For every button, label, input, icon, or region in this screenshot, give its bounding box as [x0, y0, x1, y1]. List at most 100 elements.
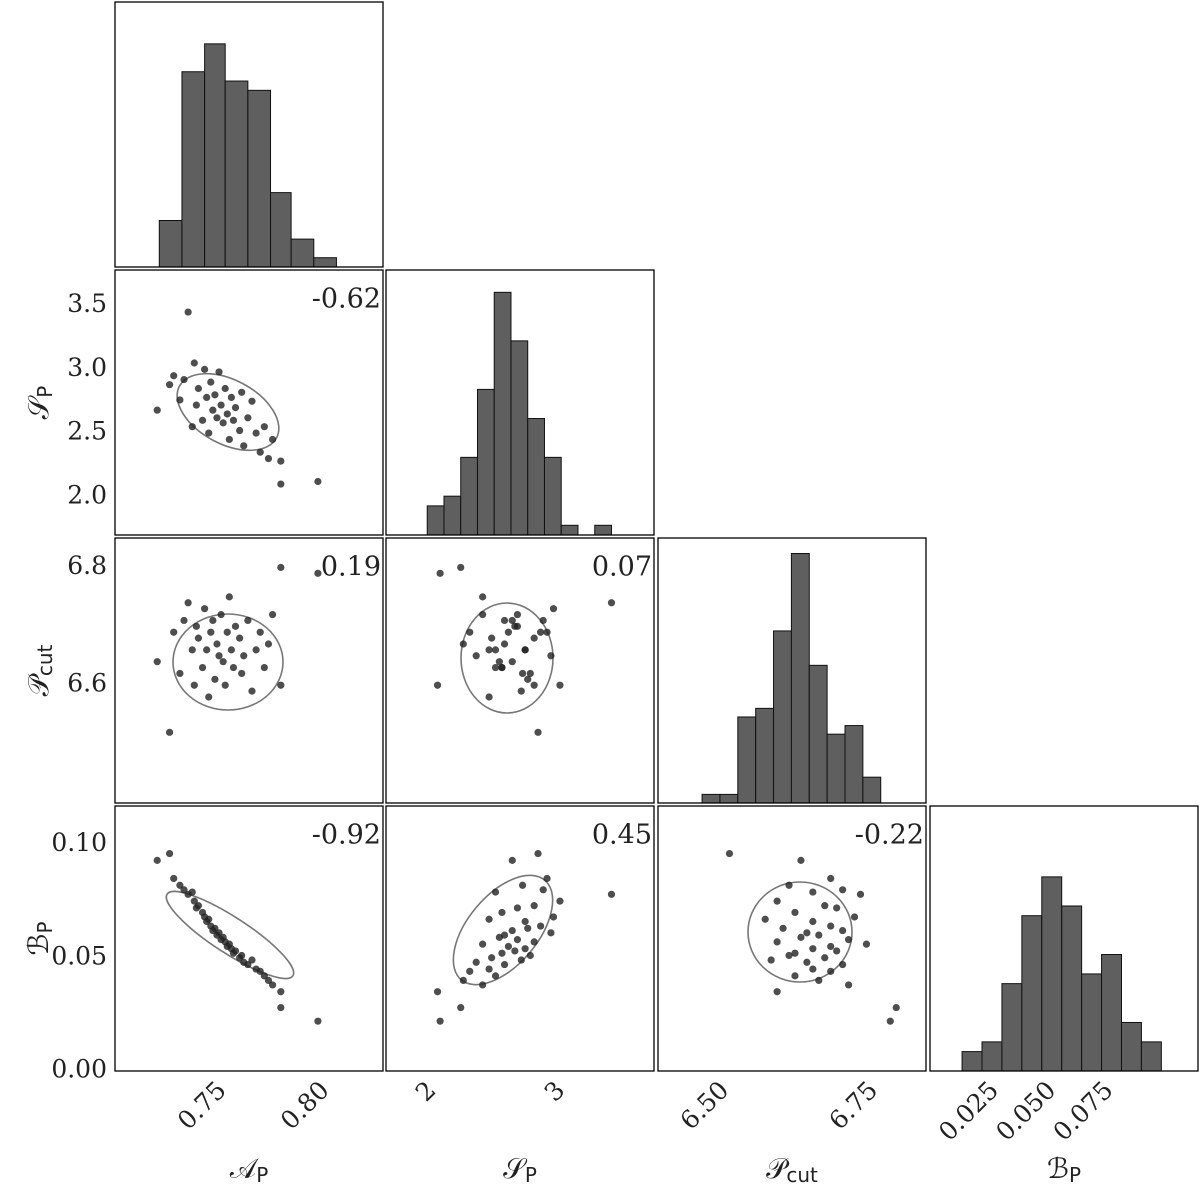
scatter-point: [165, 849, 174, 858]
scatter-point: [511, 622, 519, 630]
scatter-point: [827, 922, 835, 930]
histogram-bar: [181, 71, 206, 268]
scatter-point: [791, 949, 799, 957]
x-axis-label: 𝒮P: [503, 1152, 537, 1187]
scatter-point: [547, 652, 555, 660]
panel-frame: [385, 269, 655, 536]
scatter-point: [809, 888, 817, 896]
scatter-point: [221, 681, 229, 689]
scatter-point: [180, 616, 188, 625]
scatter-point: [188, 646, 196, 654]
scatter-point: [229, 416, 238, 424]
panel-frame: [657, 537, 927, 804]
scatter-point: [211, 675, 219, 683]
scatter-point: [238, 669, 246, 678]
scatter-point: [194, 384, 203, 393]
scatter-point: [543, 628, 551, 636]
scatter-point: [500, 616, 509, 625]
histogram-bar: [844, 725, 864, 804]
scatter-point: [248, 397, 256, 405]
scatter-point: [508, 616, 516, 625]
scatter-point: [524, 924, 532, 932]
axis-subscript: P: [1069, 1163, 1081, 1187]
scatter-point: [176, 669, 184, 678]
scatter-point: [170, 874, 178, 883]
scatter-point: [209, 406, 217, 414]
scatter-point: [833, 947, 841, 955]
scatter-point: [508, 926, 516, 935]
scatter-point: [459, 976, 467, 985]
scatter-point: [485, 646, 493, 654]
scatter-point: [188, 888, 196, 896]
histogram-bar: [510, 340, 529, 536]
scatter-point: [268, 610, 277, 619]
scatter-point: [534, 728, 542, 736]
scatter-point: [547, 929, 555, 937]
scatter-point: [215, 368, 223, 376]
scatter-point: [779, 924, 787, 932]
axis-subscript: cut: [33, 644, 57, 676]
panel-frame: [114, 269, 384, 536]
x-axis-label: 𝒜P: [230, 1152, 269, 1187]
scatter-point: [543, 874, 551, 883]
scatter-point: [839, 926, 847, 935]
scatter-point: [211, 391, 219, 399]
x-axis-label: 𝒫cut: [766, 1152, 818, 1187]
scatter-point: [314, 477, 322, 486]
scatter-point: [277, 1003, 285, 1012]
scatter-point: [479, 940, 487, 948]
panel-frame: [114, 537, 384, 804]
scatter-point: [549, 913, 558, 921]
scatter-point: [508, 856, 516, 864]
scatter-point: [153, 856, 161, 864]
scatter-point: [433, 681, 442, 689]
axis-symbol: 𝒮: [22, 394, 55, 419]
scatter-point: [530, 681, 538, 689]
x-tick-label: 3: [539, 1075, 571, 1107]
x-tick-label: 2: [410, 1075, 442, 1107]
scatter-point: [821, 954, 829, 962]
histogram-bar: [426, 505, 445, 536]
y-tick-label: 6.6: [67, 669, 107, 698]
scatter-point: [856, 890, 865, 898]
scatter-point: [229, 663, 238, 672]
histogram-bar: [1140, 1041, 1162, 1072]
scatter-point: [803, 929, 811, 937]
scatter-point: [227, 646, 235, 654]
scatter-point: [227, 393, 235, 402]
scatter-point: [221, 384, 229, 393]
histogram-bar: [224, 80, 249, 268]
scatter-point: [223, 410, 231, 418]
scatter-point: [526, 669, 534, 678]
scatter-point: [194, 634, 203, 642]
scatter-point: [539, 886, 547, 894]
scatter-point: [472, 958, 480, 966]
panel-frame: [929, 805, 1199, 1072]
scatter-point: [170, 628, 178, 636]
histogram-bar: [1061, 905, 1083, 1072]
scatter-point: [436, 1017, 444, 1025]
histogram-bar: [826, 733, 846, 804]
scatter-point: [198, 416, 207, 424]
histogram-bar: [1120, 1021, 1142, 1072]
scatter-point: [207, 378, 215, 386]
scatter-point: [761, 915, 769, 923]
axis-subscript: cut: [786, 1163, 818, 1187]
scatter-point: [170, 372, 178, 380]
histogram-bar: [701, 793, 721, 804]
histogram-bar: [981, 1041, 1003, 1072]
scatter-point: [217, 610, 225, 619]
scatter-point: [791, 972, 799, 980]
scatter-point: [217, 401, 225, 409]
scatter-point: [231, 947, 240, 955]
scatter-point: [190, 681, 198, 689]
contour: [172, 613, 284, 711]
scatter-point: [256, 448, 264, 456]
panel-frame: [114, 805, 384, 1072]
x-tick-label: 6.50: [675, 1075, 735, 1135]
scatter-point: [513, 610, 522, 619]
axis-subscript: P: [33, 921, 57, 933]
scatter-point: [491, 646, 500, 654]
scatter-point: [190, 359, 198, 367]
